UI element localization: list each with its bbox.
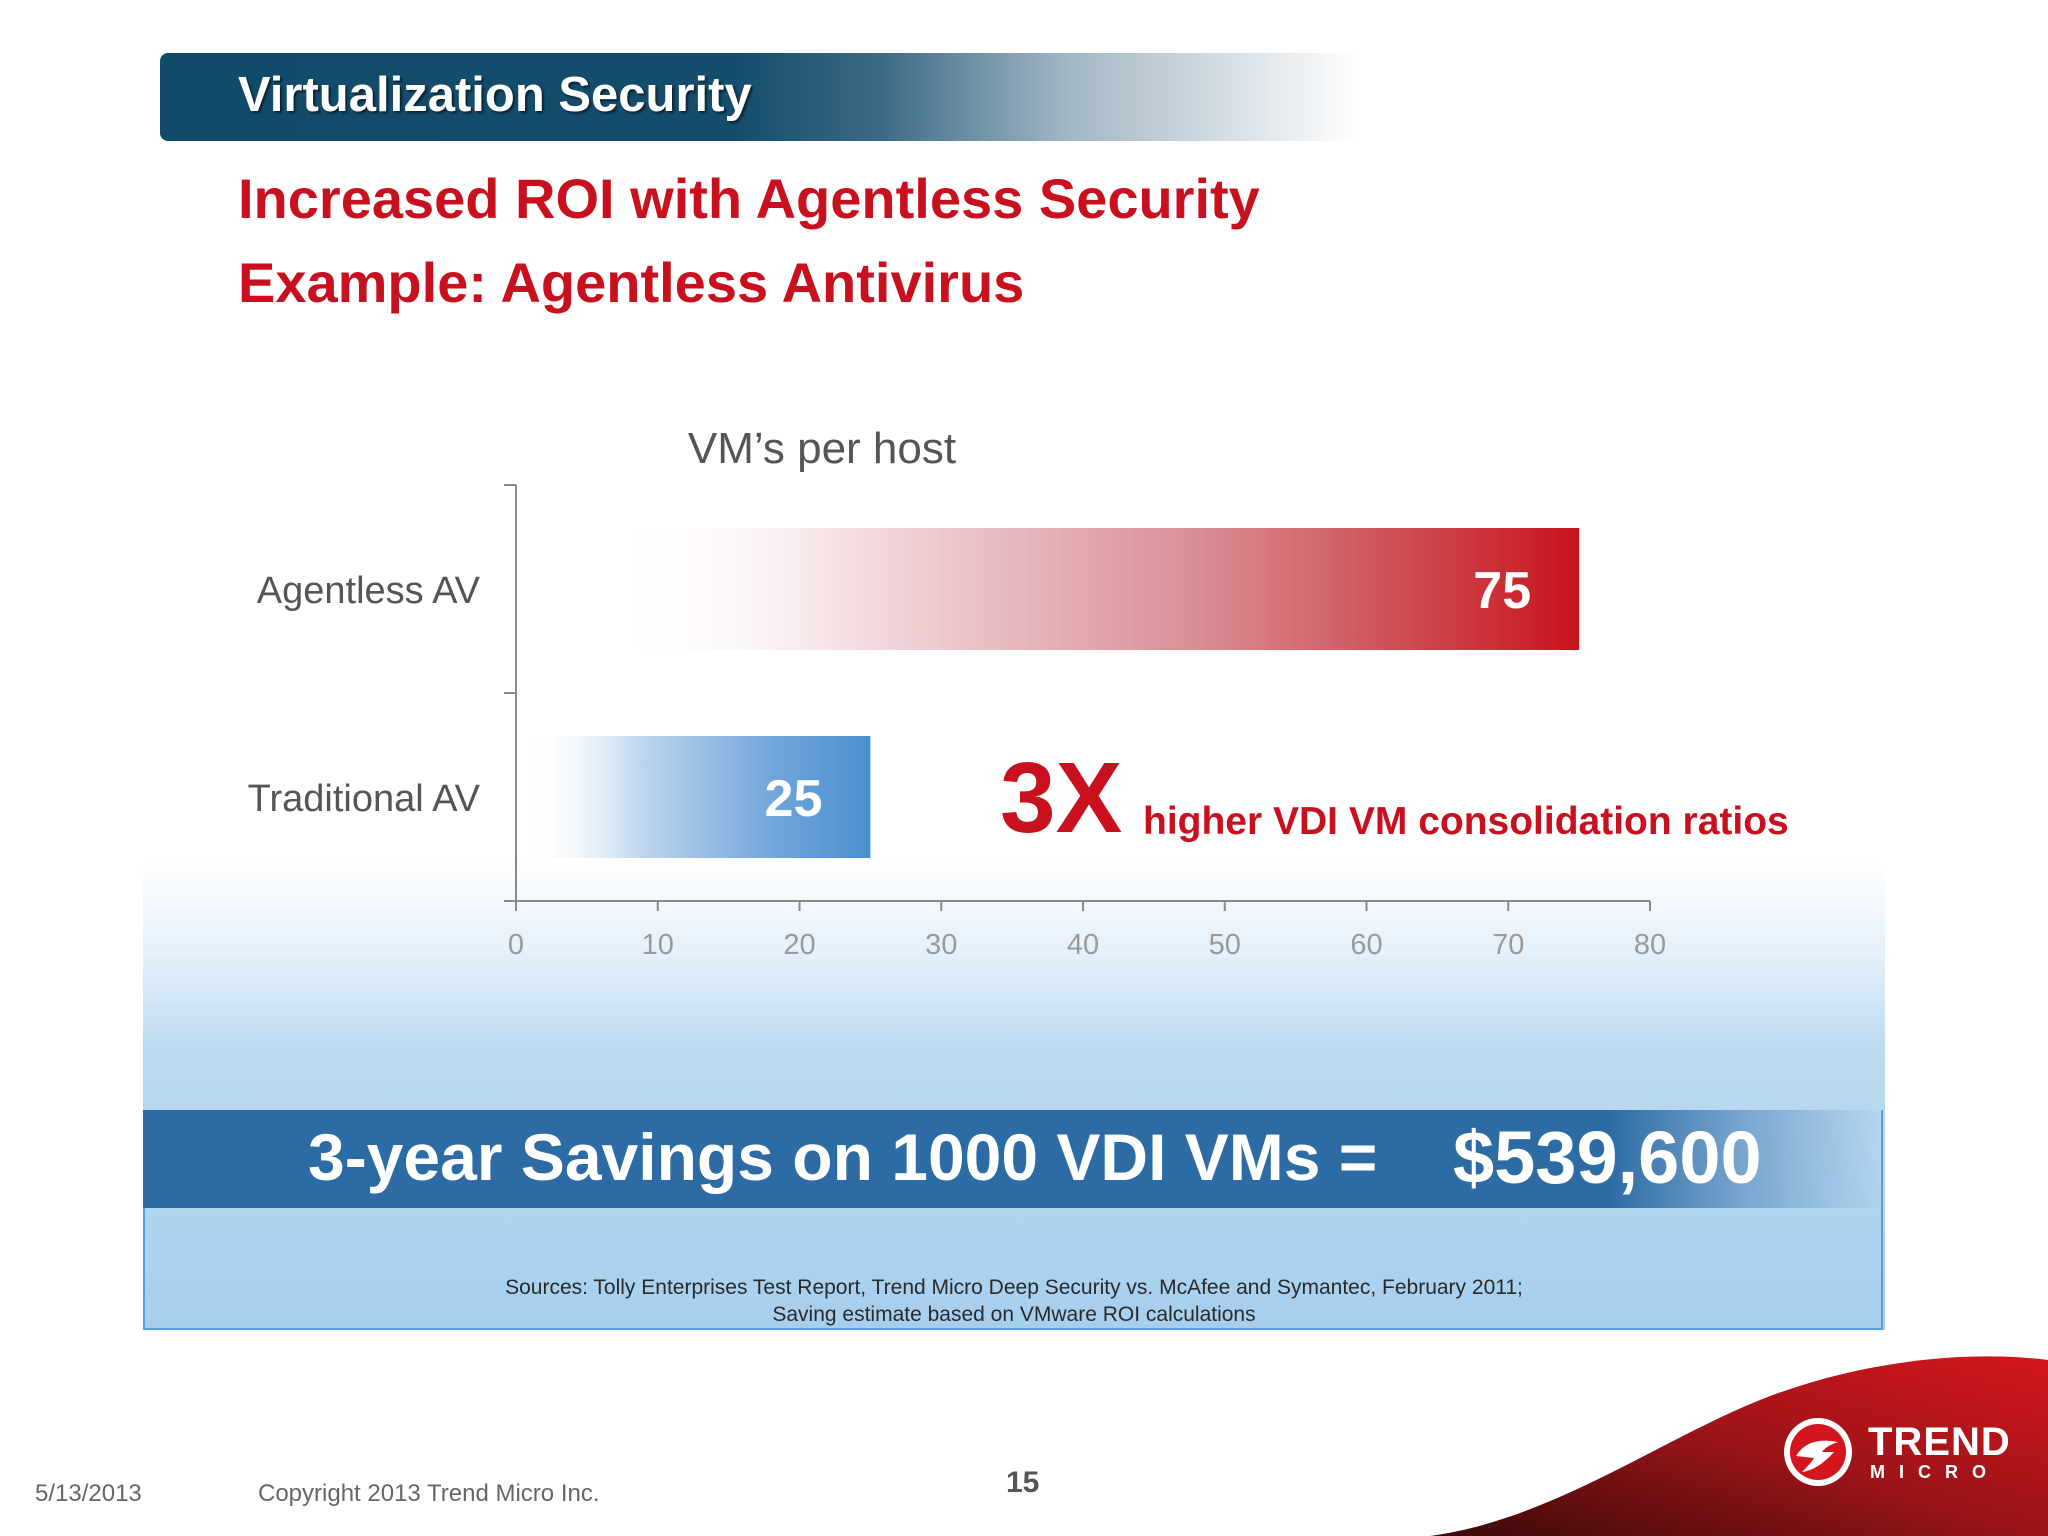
x-tick-label: 20 xyxy=(783,929,815,961)
data-label-agentless-av: 75 xyxy=(1473,562,1531,620)
annotation-text: higher VDI VM consolidation ratios xyxy=(1143,800,1789,843)
section-title: Virtualization Security xyxy=(238,68,752,122)
category-label-agentless-av: Agentless AV xyxy=(257,570,481,612)
x-tick-label: 40 xyxy=(1067,929,1099,961)
slide-subtitle-line-2: Example: Agentless Antivirus xyxy=(238,251,1025,314)
chart-annotation: 3X higher VDI VM consolidation ratios xyxy=(1000,742,1789,854)
x-tick-label: 80 xyxy=(1634,929,1666,961)
footer-date: 5/13/2013 xyxy=(35,1480,142,1507)
section-header-bar: Virtualization Security xyxy=(160,53,1360,141)
x-tick-label: 10 xyxy=(642,929,674,961)
savings-amount: $539,600 xyxy=(1453,1116,1762,1199)
page-number: 15 xyxy=(1006,1466,1040,1499)
bar-traditional-av xyxy=(520,736,871,858)
data-label-traditional-av: 25 xyxy=(765,770,823,828)
chart-title: VM’s per host xyxy=(688,424,956,473)
x-tick-label: 60 xyxy=(1350,929,1382,961)
footer-copyright: Copyright 2013 Trend Micro Inc. xyxy=(258,1480,600,1507)
savings-banner: 3-year Savings on 1000 VDI VMs = $539,60… xyxy=(143,1110,1885,1208)
sources-box xyxy=(143,1110,1883,1330)
x-tick-label: 50 xyxy=(1209,929,1241,961)
vms-per-host-chart: VM’s per host 0 10 20 30 40 50 60 70 80 Agentles… xyxy=(248,424,1789,961)
content-background xyxy=(143,860,1885,1330)
x-tick-label: 0 xyxy=(508,929,524,961)
bar-agentless-av xyxy=(611,528,1580,650)
chart-axes: 0 10 20 30 40 50 60 70 80 xyxy=(504,484,1666,961)
logo-wordmark-trend: TREND xyxy=(1868,1420,2011,1464)
x-tick-label: 70 xyxy=(1492,929,1524,961)
trend-micro-logo-icon xyxy=(1784,1418,1852,1486)
sources-note: Sources: Tolly Enterprises Test Report, … xyxy=(143,1274,1885,1328)
sources-line-1: Sources: Tolly Enterprises Test Report, … xyxy=(505,1276,1523,1299)
sources-line-2: Saving estimate based on VMware ROI calc… xyxy=(772,1303,1256,1326)
logo-wordmark-micro: MICRO xyxy=(1870,1462,2000,1482)
chart-labels: Agentless AV 75 Traditional AV 25 xyxy=(248,562,1531,828)
footer-swoosh xyxy=(1430,1356,2048,1536)
savings-label: 3-year Savings on 1000 VDI VMs = xyxy=(308,1120,1378,1194)
category-label-traditional-av: Traditional AV xyxy=(248,778,481,820)
chart-bars xyxy=(520,528,1580,858)
slide-subtitle-line-1: Increased ROI with Agentless Security xyxy=(238,167,1260,230)
annotation-multiplier: 3X xyxy=(1000,742,1122,854)
x-tick-label: 30 xyxy=(925,929,957,961)
trend-micro-logo: TREND MICRO xyxy=(1778,1410,2018,1494)
